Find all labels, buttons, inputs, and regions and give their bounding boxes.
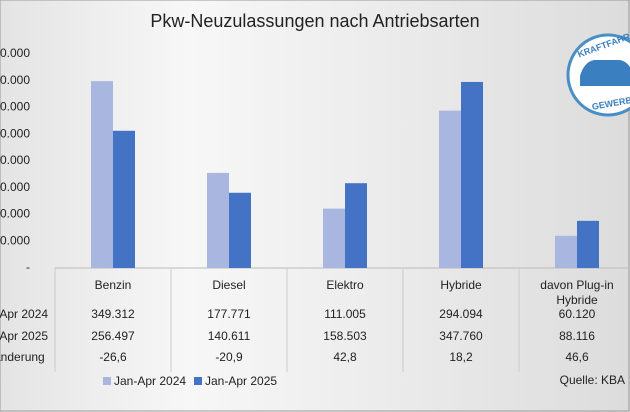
category-cell: Diesel — [212, 278, 246, 292]
y-tick-label: 200.000 — [0, 153, 30, 167]
table-value: 256.497 — [91, 329, 135, 343]
y-tick-label: - — [26, 260, 30, 274]
legend-swatch — [103, 377, 111, 385]
row-label: Jan-Apr 2024 — [0, 307, 48, 321]
table-change: 46,6 — [565, 350, 589, 364]
bar — [577, 220, 599, 268]
y-tick-label: 100.000 — [0, 207, 30, 221]
y-tick-label: 50.000 — [0, 233, 30, 247]
table-value: 349.312 — [91, 307, 135, 321]
table-change: -26,6 — [99, 350, 127, 364]
bar — [207, 172, 229, 268]
bar — [555, 235, 577, 268]
x-tick-label: Benzin — [94, 278, 132, 292]
legend-label: Jan-Apr 2024 — [114, 374, 186, 388]
category-cell: Benzin — [94, 278, 132, 292]
logo-car — [580, 60, 630, 86]
y-tick-label: 250.000 — [0, 126, 30, 140]
bar — [113, 130, 135, 268]
table-value: 88.116 — [559, 329, 595, 343]
y-tick-label: 350.000 — [0, 73, 30, 87]
table-change: 42,8 — [333, 350, 357, 364]
table-value: 347.760 — [439, 329, 483, 343]
x-tick-label: Hybride — [440, 278, 482, 292]
row-label: Veränderung — [0, 350, 45, 364]
legend-label: Jan-Apr 2025 — [205, 374, 277, 388]
x-tick-label: Diesel — [212, 278, 246, 292]
table-value: 111.005 — [324, 307, 366, 321]
table-value: 158.503 — [323, 329, 367, 343]
category-cell: Elektro — [326, 278, 364, 292]
table-change: -20,9 — [215, 350, 243, 364]
bar — [345, 183, 367, 268]
x-tick-label: davon Plug-in Hybride — [540, 278, 614, 307]
bar — [439, 110, 461, 268]
table-value: 60.120 — [559, 307, 596, 321]
x-tick-label: Elektro — [326, 278, 364, 292]
table-change: 18,2 — [449, 350, 473, 364]
bar — [461, 81, 483, 269]
category-cell: davon Plug-in Hybride — [540, 278, 614, 307]
table-value: 140.611 — [208, 329, 251, 343]
source: Quelle: KBA — [560, 373, 625, 387]
logo: KRAFTFAHR GEWERB — [566, 31, 630, 117]
row-label: Jan-Apr 2025 — [0, 329, 48, 343]
bar — [229, 192, 251, 268]
y-tick-label: 300.000 — [0, 100, 30, 114]
legend-swatch — [194, 377, 202, 385]
bar — [323, 208, 345, 268]
y-tick-label: 150.000 — [0, 180, 30, 194]
y-tick-label: 400.000 — [0, 46, 30, 60]
category-cell: Hybride — [440, 278, 482, 292]
bar — [91, 81, 113, 269]
table-value: 177.771 — [207, 307, 251, 321]
table-value: 294.094 — [439, 307, 483, 321]
chart-title: Pkw-Neuzulassungen nach Antriebsarten — [150, 11, 479, 31]
